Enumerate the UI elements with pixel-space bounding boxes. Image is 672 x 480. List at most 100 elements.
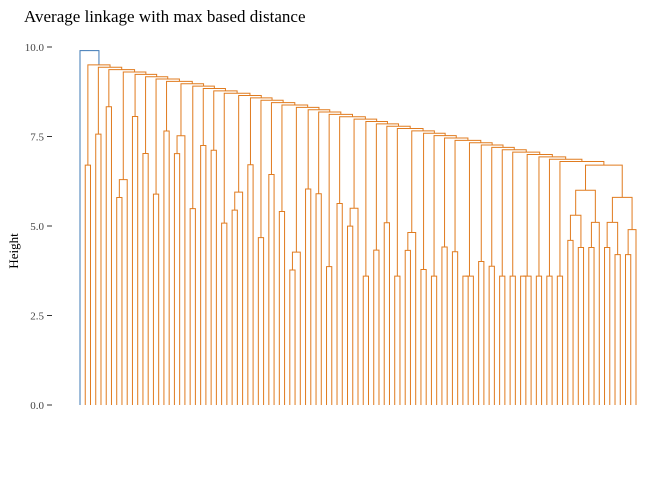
- dendrogram-link: [289, 269, 296, 405]
- dendrogram-link: [176, 135, 186, 405]
- dendrogram-link: [462, 275, 469, 405]
- dendrogram-link: [257, 237, 265, 405]
- dendrogram-link: [249, 97, 273, 165]
- dendrogram-link: [590, 221, 600, 405]
- dendrogram-link: [163, 130, 170, 405]
- dendrogram-link: [509, 275, 516, 405]
- dendrogram-link: [627, 229, 637, 405]
- dendrogram-link: [588, 246, 595, 405]
- dendrogram-link: [411, 130, 435, 233]
- dendrogram-link: [305, 188, 312, 405]
- y-tick-label: 10.0: [25, 42, 45, 54]
- dendrogram-link: [362, 275, 369, 405]
- dendrogram-link: [268, 173, 275, 405]
- dendrogram-link: [465, 275, 474, 405]
- dendrogram-link: [231, 209, 238, 405]
- dendrogram-link: [326, 266, 333, 405]
- dendrogram-link: [89, 50, 100, 65]
- dendrogram-link: [223, 92, 251, 224]
- y-tick-label: 0.0: [30, 400, 44, 412]
- dendrogram-link: [318, 111, 342, 194]
- dendrogram-link: [526, 153, 553, 277]
- dendrogram-link: [614, 254, 621, 405]
- dendrogram-link: [315, 193, 322, 405]
- dendrogram-link: [604, 246, 611, 405]
- dendrogram-link: [441, 246, 448, 405]
- dendrogram-link: [383, 222, 390, 405]
- dendrogram-link: [79, 50, 90, 405]
- dendrogram-link: [577, 246, 585, 405]
- dendrogram-link: [556, 275, 564, 405]
- dendrogram-link: [155, 78, 180, 195]
- dendrogram-link: [468, 142, 493, 277]
- dendrogram-link: [152, 193, 160, 405]
- dendrogram-link: [118, 179, 128, 405]
- dendrogram-link: [394, 275, 401, 405]
- dendrogram-link: [260, 99, 284, 238]
- dendrogram-link: [281, 104, 309, 212]
- dendrogram-link: [430, 275, 438, 405]
- dendrogram-link: [116, 197, 123, 405]
- dendrogram-link: [488, 265, 495, 405]
- dendrogram-link: [433, 135, 457, 277]
- dendrogram-link: [339, 116, 366, 204]
- dendrogram-link: [480, 144, 504, 262]
- dendrogram-link: [336, 202, 343, 405]
- dendrogram-link: [200, 144, 207, 405]
- dendrogram-link: [180, 83, 205, 136]
- dendrogram-link: [520, 275, 527, 405]
- dendrogram-link: [499, 275, 506, 405]
- dendrogram-link: [349, 207, 359, 405]
- dendrogram-link: [95, 133, 102, 405]
- dendrogram-link: [567, 239, 574, 405]
- dendrogram-link: [611, 196, 633, 230]
- dendrogram-link: [97, 66, 123, 135]
- dendrogram-link: [491, 146, 515, 267]
- dendrogram-link: [291, 251, 301, 405]
- dendrogram-link: [328, 113, 354, 267]
- dendrogram-link: [134, 73, 158, 117]
- dendrogram-link: [373, 249, 380, 405]
- dendrogram-link: [221, 222, 228, 405]
- dendrogram-link: [501, 149, 527, 277]
- dendrogram-link: [575, 189, 596, 223]
- dendrogram-link: [585, 164, 623, 198]
- dendrogram-link: [546, 275, 553, 405]
- dendrogram-link: [238, 95, 262, 193]
- dendrogram-link: [407, 231, 417, 405]
- dendrogram-link: [396, 128, 424, 277]
- dendrogram-link: [213, 90, 238, 151]
- dendrogram-links: [79, 50, 637, 405]
- dendrogram-link: [347, 225, 354, 405]
- dendrogram-link: [108, 69, 136, 107]
- dendrogram-link: [192, 85, 215, 209]
- dendrogram-link: [189, 208, 196, 405]
- dendrogram-link: [386, 125, 411, 223]
- dendrogram-link: [444, 137, 469, 247]
- dendrogram-link: [122, 71, 147, 180]
- dendrogram-link: [569, 214, 582, 248]
- dendrogram-link: [365, 120, 388, 277]
- dendrogram-link: [307, 109, 331, 189]
- dendrogram-link: [145, 76, 169, 154]
- dendrogram-link: [625, 254, 632, 405]
- dendrogram-link: [234, 191, 244, 405]
- dendrogram-link: [606, 221, 619, 255]
- dendrogram-link: [523, 275, 532, 405]
- dendrogram-link: [353, 118, 378, 209]
- dendrogram-link: [451, 251, 459, 405]
- dendrogram-link: [420, 268, 427, 405]
- dendrogram-link: [535, 275, 543, 405]
- y-tick-label: 5.0: [30, 221, 44, 233]
- dendrogram-link: [247, 164, 254, 405]
- dendrogram-link: [166, 80, 193, 131]
- y-tick-label: 7.5: [30, 132, 44, 144]
- y-axis: 0.0 2.5 5.0 7.5 10.0: [25, 42, 52, 412]
- dendrogram-link: [375, 123, 400, 251]
- y-tick-label: 2.5: [30, 311, 44, 323]
- dendrogram-link: [270, 102, 296, 175]
- dendrogram-link: [210, 149, 217, 405]
- dendrogram-link: [278, 211, 286, 405]
- dendrogram-link: [87, 64, 111, 166]
